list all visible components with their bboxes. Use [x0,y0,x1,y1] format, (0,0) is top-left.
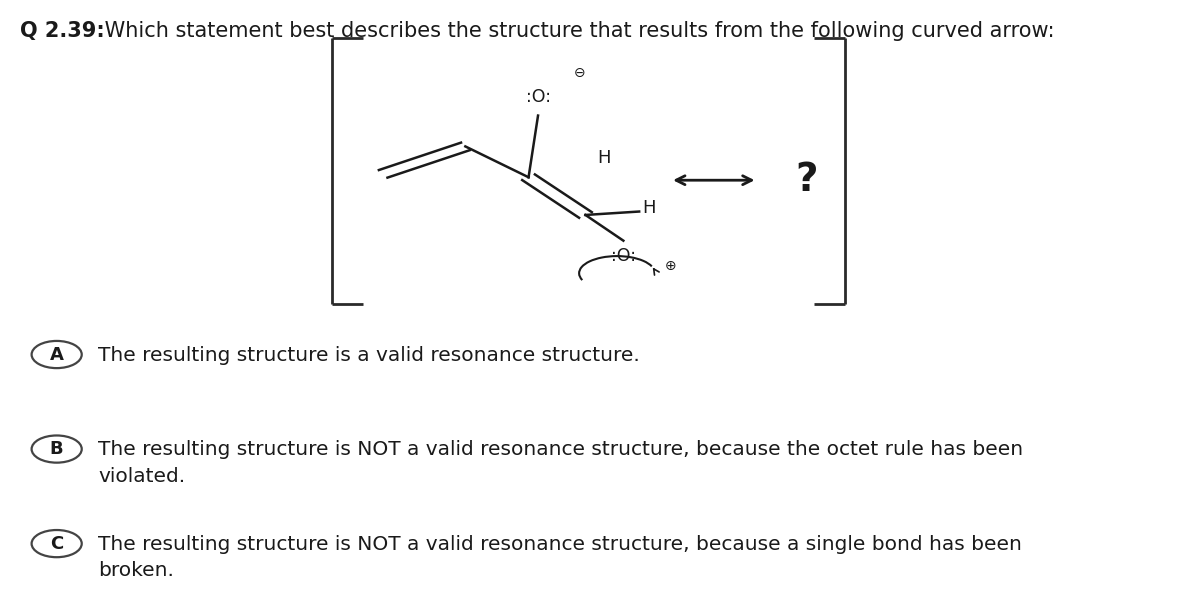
Text: A: A [49,346,64,364]
Text: The resulting structure is a valid resonance structure.: The resulting structure is a valid reson… [98,346,640,365]
Text: ⊖: ⊖ [574,66,584,79]
Text: The resulting structure is NOT a valid resonance structure, because a single bon: The resulting structure is NOT a valid r… [98,535,1022,580]
Text: Which statement best describes the structure that results from the following cur: Which statement best describes the struc… [98,21,1055,41]
Text: ?: ? [796,161,817,199]
Text: :O:: :O: [611,247,636,265]
Text: C: C [50,535,64,553]
Text: B: B [50,440,64,458]
Text: H: H [642,199,655,217]
Text: Q 2.39:: Q 2.39: [19,21,104,41]
Text: The resulting structure is NOT a valid resonance structure, because the octet ru: The resulting structure is NOT a valid r… [98,440,1024,486]
Text: ⊕: ⊕ [665,259,677,273]
Text: H: H [598,149,611,167]
Text: :O:: :O: [526,88,551,106]
